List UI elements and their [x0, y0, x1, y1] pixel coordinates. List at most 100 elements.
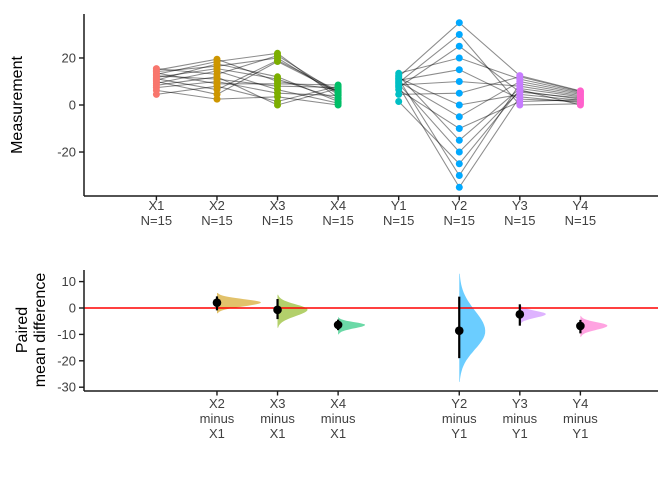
top-y-axis-title: Measurement	[9, 56, 26, 154]
effect-label-Y2-minus-Y1: Y2	[451, 396, 467, 411]
points-X2	[213, 55, 221, 103]
group-n-label-Y1: N=15	[383, 213, 414, 228]
bottom-y-tick-label: -20	[57, 353, 76, 368]
data-point-X3	[274, 58, 281, 65]
effect-label-X2-minus-X1: X1	[209, 426, 225, 441]
violin-Y3-minus-Y1	[519, 304, 546, 325]
data-point-X4	[334, 101, 342, 109]
effect-label-X4-minus-X1: minus	[321, 411, 356, 426]
group-label-Y4: Y4	[572, 198, 588, 213]
points-X1	[152, 65, 160, 98]
slope-line	[398, 75, 581, 142]
group-n-label-Y3: N=15	[504, 213, 535, 228]
effect-label-Y2-minus-Y1: Y1	[451, 426, 467, 441]
top-y-tick-label: -20	[57, 145, 76, 160]
data-point-X2	[213, 60, 221, 68]
violin-Y2-minus-Y1	[459, 273, 486, 382]
slope-line	[398, 78, 581, 177]
slope-line	[156, 75, 339, 88]
points-Y1	[395, 69, 403, 105]
top-axes: 200-20X1N=15X2N=15X3N=15X4N=15Y1N=15Y2N=…	[57, 14, 658, 228]
group-n-label-X2: N=15	[201, 213, 232, 228]
paired-slope-lines	[156, 21, 581, 189]
points-Y4	[576, 87, 584, 109]
slope-line	[156, 76, 339, 106]
slope-line	[156, 58, 339, 91]
mean-dot-X2-minus-X1	[212, 298, 222, 308]
bottom-panel: 100-10-20-30X2minusX1X3minusX1X4minusX1Y…	[14, 270, 658, 441]
effect-label-X4-minus-X1: X1	[330, 426, 346, 441]
effect-label-X2-minus-X1: X2	[209, 396, 225, 411]
data-point-Y2	[455, 183, 463, 191]
slope-line	[156, 63, 339, 102]
slope-line	[398, 83, 581, 153]
slope-line	[156, 80, 339, 97]
data-point-Y4	[576, 101, 584, 109]
effect-label-Y3-minus-Y1: Y1	[512, 426, 528, 441]
effect-label-Y3-minus-Y1: Y3	[512, 396, 528, 411]
bottom-axes: 100-10-20-30X2minusX1X3minusX1X4minusX1Y…	[57, 270, 658, 441]
slope-line	[398, 76, 581, 95]
data-point-X3	[274, 73, 281, 81]
data-point-Y4	[576, 87, 584, 95]
slope-line	[398, 85, 581, 189]
group-n-label-X3: N=15	[262, 213, 293, 228]
points-Y3	[516, 72, 524, 109]
slope-line	[156, 60, 339, 95]
data-point-Y1	[395, 98, 403, 105]
data-point-Y4	[576, 96, 584, 104]
data-point-Y2	[455, 160, 463, 168]
slope-line	[398, 80, 581, 118]
slope-line	[156, 52, 339, 99]
data-point-Y3	[516, 73, 524, 81]
points-Y2	[455, 19, 463, 191]
data-point-X3	[274, 98, 281, 105]
group-n-label-X1: N=15	[141, 213, 172, 228]
group-n-label-Y4: N=15	[565, 213, 596, 228]
group-label-Y1: Y1	[391, 198, 407, 213]
data-point-Y2	[455, 19, 463, 27]
group-label-Y2: Y2	[451, 198, 467, 213]
slope-line	[156, 85, 339, 103]
slope-line	[398, 45, 581, 99]
slope-line	[398, 21, 581, 92]
points-X4	[334, 81, 342, 109]
mean-dot-Y2-minus-Y1	[454, 326, 464, 336]
slope-line	[398, 80, 581, 97]
data-point-Y2	[455, 54, 463, 62]
group-label-X2: X2	[209, 198, 225, 213]
slope-line	[156, 59, 339, 92]
points-X3	[274, 49, 281, 109]
group-label-X4: X4	[330, 198, 346, 213]
group-n-label-Y2: N=15	[444, 213, 475, 228]
top-y-tick-label: 0	[69, 98, 76, 113]
slope-line	[398, 89, 581, 165]
slope-line	[156, 55, 339, 94]
data-point-Y3	[516, 98, 524, 105]
data-point-Y1	[395, 90, 403, 98]
data-point-X2	[213, 95, 221, 103]
top-panel: 200-20X1N=15X2N=15X3N=15X4N=15Y1N=15Y2N=…	[9, 14, 658, 228]
effect-label-X3-minus-X1: X3	[270, 396, 286, 411]
data-point-Y2	[455, 125, 463, 132]
data-point-Y2	[455, 78, 463, 85]
violin-Y4-minus-Y1	[580, 315, 608, 337]
slope-line	[398, 89, 581, 130]
effect-label-X2-minus-X1: minus	[200, 411, 235, 426]
data-point-Y2	[455, 113, 463, 121]
bottom-y-tick-label: 10	[62, 274, 76, 289]
slope-line	[398, 69, 581, 103]
data-point-Y2	[455, 172, 463, 179]
slope-line	[156, 57, 339, 95]
violin-X4-minus-X1	[338, 317, 366, 335]
slope-line	[156, 70, 339, 104]
data-point-Y2	[455, 89, 463, 97]
effect-label-Y4-minus-Y1: Y1	[572, 426, 588, 441]
effect-label-Y3-minus-Y1: minus	[502, 411, 537, 426]
data-point-X1	[152, 90, 160, 98]
data-point-Y2	[455, 31, 463, 38]
data-point-X3	[274, 49, 281, 57]
mean-dot-Y4-minus-Y1	[576, 321, 585, 331]
